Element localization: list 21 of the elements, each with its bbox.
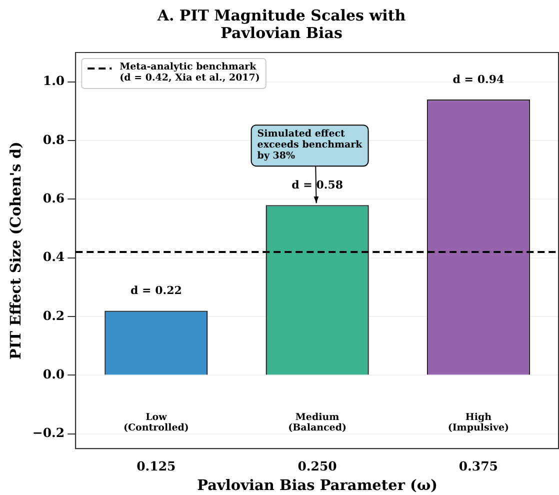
chart-title: A. PIT Magnitude Scales with Pavlovian Bias (156, 6, 406, 42)
x-tick-label: 0.375 (458, 458, 498, 474)
annotation: Simulated effect exceeds benchmark by 38% (257, 128, 363, 162)
y-tick-label: 0.8 (42, 132, 65, 147)
y-tick-label: 0.0 (42, 366, 65, 382)
y-tick-label: 0.4 (42, 249, 65, 264)
annotation: High (Impulsive) (448, 412, 510, 434)
y-tick-label: 0.2 (42, 308, 65, 323)
data-label: d = 0.22 (130, 284, 182, 298)
annotation: Low (Controlled) (123, 412, 189, 434)
legend-label: Meta-analytic benchmark (d = 0.42, Xia et al., 2017) (120, 62, 260, 84)
y-axis-title: PIT Effect Size (Cohen's d) (7, 142, 24, 360)
x-tick-label: 0.250 (298, 458, 338, 474)
y-tick-label: −0.2 (32, 425, 65, 440)
annotation: Medium (Balanced) (288, 412, 346, 434)
x-axis-title: Pavlovian Bias Parameter (ω) (197, 477, 438, 494)
x-tick-label: 0.125 (136, 458, 176, 474)
data-label: d = 0.94 (452, 72, 504, 86)
y-tick-label: 1.0 (42, 73, 65, 88)
y-tick-label: 0.6 (42, 190, 65, 206)
data-label: d = 0.58 (292, 178, 344, 192)
